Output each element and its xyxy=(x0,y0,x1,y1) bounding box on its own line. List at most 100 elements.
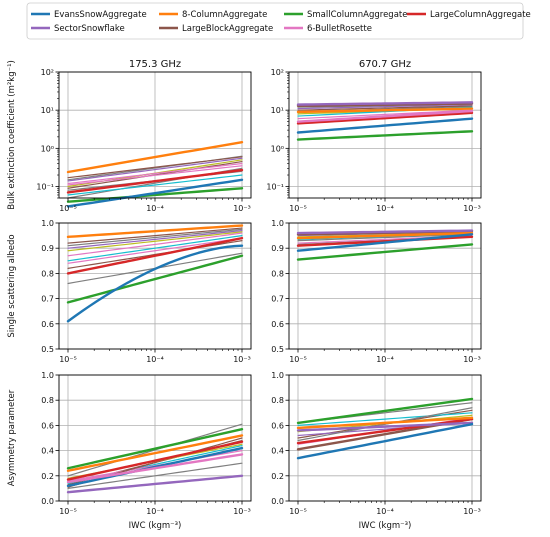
ytick-label: 10⁰ xyxy=(271,144,284,153)
ytick-label: 0.8 xyxy=(41,269,54,278)
xtick-label: 10⁻⁵ xyxy=(59,355,77,364)
series-line xyxy=(66,427,244,470)
series-line xyxy=(296,101,474,106)
ytick-label: 0.7 xyxy=(41,295,54,304)
legend-label: LargeColumnAggregate xyxy=(430,10,531,20)
series-line xyxy=(296,422,474,460)
series-line xyxy=(66,187,244,203)
ytick-label: 1.0 xyxy=(271,371,284,380)
legend-label: EvansSnowAggregate xyxy=(54,10,147,20)
legend-label: SmallColumnAggregate xyxy=(307,10,407,20)
ytick-label: 0.2 xyxy=(41,472,54,481)
series-line xyxy=(296,421,474,432)
ytick-label: 0.0 xyxy=(271,497,284,506)
y-axis-label: Single scattering albedo xyxy=(7,234,17,337)
series-line xyxy=(296,107,474,114)
ytick-label: 0.8 xyxy=(271,269,284,278)
series-line xyxy=(67,235,243,262)
series-line xyxy=(297,109,473,120)
legend-label: 6-BulletRosette xyxy=(307,24,372,34)
series-line xyxy=(297,105,473,111)
ytick-label: 0.6 xyxy=(271,320,284,329)
ytick-label: 0.8 xyxy=(41,396,54,405)
series-line xyxy=(297,407,473,442)
series-line xyxy=(67,240,243,269)
legend: EvansSnowAggregate 8-ColumnAggregate Small… xyxy=(26,2,531,40)
xtick-label: 10⁻⁴ xyxy=(376,507,394,516)
series-line xyxy=(67,232,243,257)
axis-labels: 175.3 GHz 670.7 GHz IWC (kgm⁻³) IWC (kgm⁻³)… xyxy=(7,59,411,531)
ytick-label: 10² xyxy=(41,68,54,77)
series-line xyxy=(296,109,474,123)
legend-label: 8-ColumnAggregate xyxy=(182,10,267,20)
xtick-label: 10⁻³ xyxy=(233,507,251,516)
ytick-label: 10⁻¹ xyxy=(36,183,54,192)
series-line xyxy=(67,174,243,196)
series-line xyxy=(67,165,243,186)
series-line xyxy=(66,140,244,174)
series-line xyxy=(296,416,474,430)
series-line xyxy=(66,236,244,275)
ytick-label: 0.5 xyxy=(271,345,284,354)
ytick-label: 0.8 xyxy=(271,396,284,405)
series-line xyxy=(297,103,473,110)
xtick-label: 10⁻³ xyxy=(463,204,481,213)
series-line xyxy=(66,178,244,208)
y-axis-label: Asymmetry parameter xyxy=(7,389,17,486)
ytick-label: 0.9 xyxy=(271,244,284,253)
panel-1-0: 0.5 0.6 0.7 0.8 0.9 1.0 10⁻⁵ 10⁻⁴ 10⁻³ xyxy=(41,219,252,364)
series-line xyxy=(66,224,244,239)
xtick-label: 10⁻⁴ xyxy=(146,204,164,213)
ytick-label: 10⁻¹ xyxy=(266,183,284,192)
series-line xyxy=(67,156,243,179)
ytick-label: 0.9 xyxy=(41,244,54,253)
xtick-label: 10⁻⁵ xyxy=(289,507,307,516)
panel-1-1: 0.5 0.6 0.7 0.8 0.9 1.0 10⁻⁵ 10⁻⁴ 10⁻³ xyxy=(271,219,482,364)
series-line xyxy=(67,229,243,249)
series-line xyxy=(67,423,243,477)
panel-0-1: 10⁻¹ 10⁰ 10¹ 10² 10⁻⁵ 10⁻⁴ 10⁻³ xyxy=(266,68,482,213)
series-line xyxy=(67,237,243,264)
xtick-label: 10⁻⁴ xyxy=(146,355,164,364)
series-line xyxy=(296,130,474,141)
ytick-label: 10¹ xyxy=(271,106,284,115)
series-line xyxy=(67,462,243,489)
series-line xyxy=(66,244,244,323)
series-line xyxy=(67,450,243,482)
series-line xyxy=(67,157,243,182)
xtick-label: 10⁻⁵ xyxy=(59,204,77,213)
ytick-label: 1.0 xyxy=(271,219,284,228)
series-line xyxy=(296,111,474,125)
xtick-label: 10⁻³ xyxy=(463,507,481,516)
xtick-label: 10⁻⁴ xyxy=(146,507,164,516)
xtick-label: 10⁻⁴ xyxy=(376,355,394,364)
series-line xyxy=(66,453,244,484)
legend-frame xyxy=(26,2,524,40)
series-line xyxy=(296,117,474,134)
ytick-label: 1.0 xyxy=(41,219,54,228)
series-line xyxy=(66,254,244,304)
ytick-label: 0.0 xyxy=(41,497,54,506)
ytick-label: 0.6 xyxy=(271,421,284,430)
xtick-label: 10⁻⁵ xyxy=(289,355,307,364)
series-line xyxy=(296,233,474,252)
ytick-label: 10¹ xyxy=(41,106,54,115)
x-axis-label: IWC (kgm⁻³) xyxy=(359,521,412,531)
panel-title: 175.3 GHz xyxy=(129,59,181,70)
y-axis-label: Bulk extinction coefficient (m²kg⁻¹) xyxy=(7,60,17,210)
x-axis-label: IWC (kgm⁻³) xyxy=(129,521,182,531)
series-line xyxy=(67,162,243,185)
series-line xyxy=(67,227,243,244)
legend-label: LargeBlockAggregate xyxy=(182,24,273,34)
ytick-label: 1.0 xyxy=(41,371,54,380)
series-line xyxy=(296,243,474,261)
xtick-label: 10⁻⁵ xyxy=(289,204,307,213)
series-line xyxy=(296,229,474,235)
xtick-label: 10⁻³ xyxy=(233,204,251,213)
xtick-label: 10⁻³ xyxy=(463,355,481,364)
series-line xyxy=(296,231,474,240)
series-line xyxy=(67,228,243,247)
series-line xyxy=(67,231,243,252)
